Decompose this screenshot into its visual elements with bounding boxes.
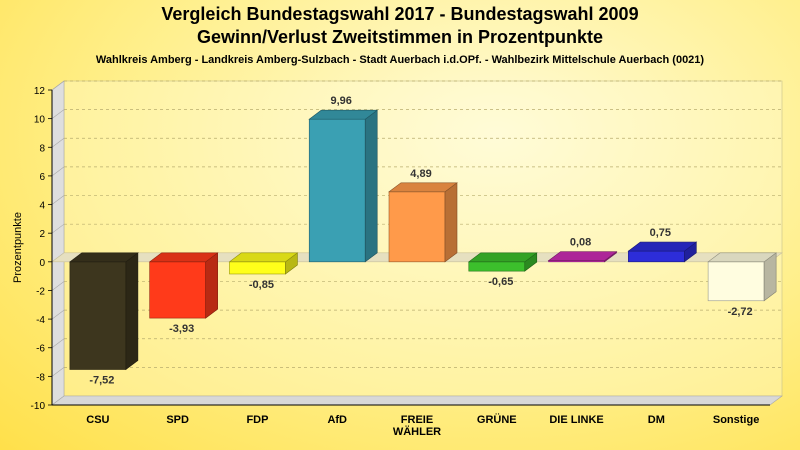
data-label: 4,89	[410, 168, 431, 180]
data-label: -7,52	[89, 374, 114, 386]
plot-side-wall	[51, 80, 65, 406]
x-tick-label: SPD	[166, 414, 189, 426]
data-label: -0,85	[249, 279, 274, 291]
chart-caption: Wahlkreis Amberg - Landkreis Amberg-Sulz…	[95, 54, 705, 66]
bar-top	[388, 182, 458, 193]
y-tick-label: -2	[36, 286, 45, 297]
x-tick-label: DM	[648, 414, 665, 426]
bar-front	[308, 118, 366, 263]
x-tick-label: GRÜNE	[477, 413, 517, 426]
x-tick-label: WÄHLER	[393, 425, 441, 438]
gridline-side	[51, 367, 65, 377]
gridline-side	[51, 281, 65, 291]
bar-side	[444, 182, 458, 263]
bar-side	[364, 109, 378, 263]
bar-top	[467, 252, 538, 263]
y-tick-label: 8	[39, 143, 45, 154]
gridline-side	[51, 138, 65, 148]
bar-front	[707, 261, 765, 302]
y-axis-title: Prozentpunkte	[12, 212, 24, 283]
y-tick-label: 12	[34, 86, 46, 97]
y-tick-label: -8	[36, 372, 45, 383]
data-label: -3,93	[169, 323, 194, 335]
y-tick-label: 10	[34, 115, 46, 126]
gridline-side	[51, 223, 65, 234]
bar-side	[205, 252, 218, 319]
bar-front	[69, 261, 127, 370]
bar-top	[68, 252, 139, 263]
y-tick-label: -6	[36, 344, 45, 355]
gridline-side	[51, 309, 65, 320]
bar-front	[468, 261, 526, 272]
bar-front	[149, 261, 206, 319]
gridline-side	[51, 80, 65, 91]
data-label: 0,08	[570, 237, 591, 249]
bar-front	[229, 261, 286, 275]
bar-top	[228, 252, 299, 263]
data-label: -0,65	[488, 276, 513, 288]
bar-front	[388, 191, 446, 263]
data-label: -2,72	[728, 306, 753, 318]
x-tick-label: Sonstige	[713, 414, 759, 426]
y-tick-label: 0	[39, 258, 45, 269]
x-tick-label: DIE LINKE	[549, 414, 603, 426]
y-tick-label: -10	[31, 401, 46, 412]
gridline-side	[51, 195, 65, 205]
bar-top	[707, 252, 778, 263]
y-tick-label: 2	[39, 229, 45, 240]
y-tick-label: 4	[39, 201, 45, 212]
data-label: 0,75	[650, 227, 671, 239]
chart-title: Vergleich Bundestagswahl 2017 - Bundesta…	[161, 4, 639, 24]
y-tick-label: -4	[36, 315, 45, 326]
bar-top	[627, 241, 698, 252]
data-label: 9,96	[331, 95, 352, 107]
bar-top	[547, 251, 618, 261]
x-tick-label: AfD	[327, 414, 347, 426]
bar-front	[628, 250, 685, 263]
x-tick-label: FDP	[246, 414, 268, 426]
x-tick-label: CSU	[86, 414, 109, 426]
gridline-side	[51, 109, 65, 119]
plot-floor	[51, 395, 783, 406]
chart-subtitle: Gewinn/Verlust Zweitstimmen in Prozentpu…	[196, 27, 604, 47]
x-tick-label: FREIE	[401, 414, 433, 426]
bar-top	[308, 109, 379, 120]
gridline-side	[51, 338, 65, 348]
y-tick-label: 6	[39, 172, 45, 183]
bar-top	[148, 252, 219, 263]
gridline-side	[51, 166, 65, 177]
bar-side	[125, 252, 139, 371]
